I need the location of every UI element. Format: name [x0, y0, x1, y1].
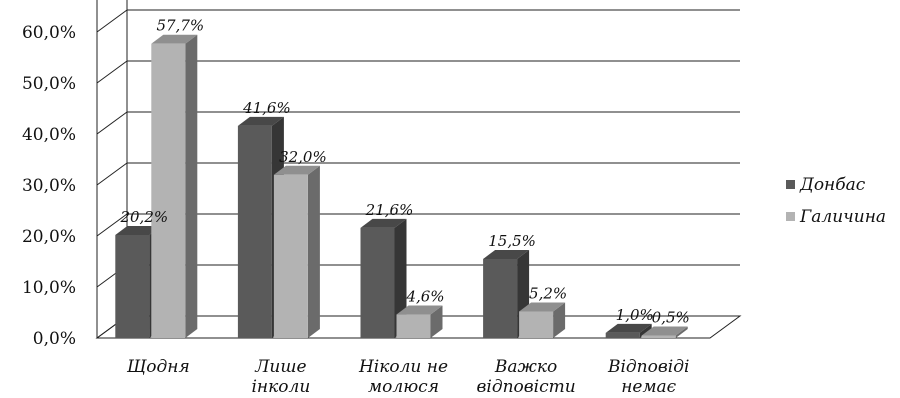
- gridline-connector: [96, 162, 128, 186]
- data-label: 41,6%: [242, 99, 291, 117]
- legend-swatch: [786, 212, 795, 221]
- y-tick-label: 0,0%: [33, 329, 76, 349]
- gridline-connector: [96, 60, 128, 84]
- data-label: 21,6%: [365, 201, 414, 219]
- x-category-label: Лише: [254, 357, 306, 377]
- bar-side: [639, 323, 652, 338]
- bar-top: [115, 225, 162, 235]
- bar-top: [605, 323, 652, 333]
- bar-top: [519, 302, 566, 312]
- bar-side: [430, 305, 443, 338]
- y-axis-tick-labels: 0,0% 10,0% 20,0% 30,0% 40,0% 50,0% 60,0%: [22, 23, 76, 349]
- y-tick-label: 30,0%: [22, 176, 76, 196]
- gridline-connector: [96, 9, 128, 33]
- bar: [483, 258, 518, 338]
- bar-side: [394, 218, 407, 338]
- legend: Донбас Галичина: [786, 175, 886, 227]
- bar: [360, 227, 395, 338]
- y-tick-label: 20,0%: [22, 227, 76, 247]
- x-category-label: Відповіді: [607, 357, 689, 377]
- bar: [273, 174, 308, 338]
- x-category-label: молюся: [368, 377, 439, 397]
- data-label: 32,0%: [279, 148, 327, 166]
- bar-top: [237, 116, 284, 126]
- x-category-label: немає: [621, 377, 676, 397]
- data-label: 20,2%: [119, 208, 168, 226]
- bar-side: [675, 326, 688, 338]
- bar: [641, 335, 676, 338]
- bar-top: [360, 218, 407, 228]
- bar-top: [273, 165, 320, 175]
- gridline-connector: [96, 111, 128, 135]
- data-label: 4,6%: [405, 288, 444, 306]
- bar: [519, 311, 554, 338]
- bar: [115, 234, 150, 338]
- bar-side: [307, 165, 320, 338]
- bar-top: [396, 305, 443, 315]
- y-tick-label: 40,0%: [22, 125, 76, 145]
- x-category-label: Щодня: [126, 357, 190, 377]
- bar-top: [483, 249, 530, 259]
- legend-label: Галичина: [799, 207, 886, 227]
- y-tick-label: 10,0%: [22, 278, 76, 298]
- legend-swatch: [786, 180, 795, 189]
- bar-top: [641, 326, 688, 336]
- legend-label: Донбас: [799, 175, 866, 195]
- data-label: 15,5%: [488, 232, 536, 250]
- data-label: 1,0%: [616, 306, 654, 324]
- bar: [237, 125, 272, 338]
- y-tick-label: 50,0%: [22, 74, 76, 94]
- gridline-connector: [96, 213, 128, 237]
- x-category-label: інколи: [252, 377, 311, 397]
- bar-side: [553, 302, 566, 338]
- bars: [115, 34, 688, 338]
- x-category-label: відповісти: [476, 377, 575, 397]
- y-tick-label: 60,0%: [22, 23, 76, 43]
- data-label: 57,7%: [156, 17, 204, 35]
- data-label: 0,5%: [652, 308, 690, 326]
- bar: [605, 332, 640, 338]
- x-category-label: Ніколи не: [358, 357, 448, 377]
- bar: [396, 314, 431, 338]
- data-labels: 20,2% 57,7% 41,6% 32,0% 21,6% 4,6% 15,5% 5,2% 1,…: [119, 17, 689, 327]
- data-label: 5,2%: [529, 284, 567, 302]
- x-category-label: Важко: [494, 357, 557, 377]
- bar: [151, 43, 186, 338]
- bar-top: [151, 34, 198, 44]
- bar-side: [185, 34, 198, 338]
